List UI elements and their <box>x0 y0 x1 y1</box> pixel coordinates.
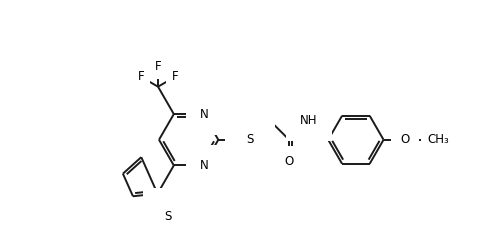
Text: S: S <box>164 210 171 223</box>
Text: N: N <box>200 108 209 121</box>
Text: F: F <box>172 70 179 83</box>
Text: CH₃: CH₃ <box>427 133 449 146</box>
Text: O: O <box>285 155 294 168</box>
Text: NH: NH <box>300 114 317 127</box>
Text: O: O <box>401 133 410 146</box>
Text: S: S <box>246 133 254 146</box>
Text: F: F <box>155 60 162 73</box>
Text: N: N <box>200 159 209 172</box>
Text: F: F <box>138 70 144 83</box>
